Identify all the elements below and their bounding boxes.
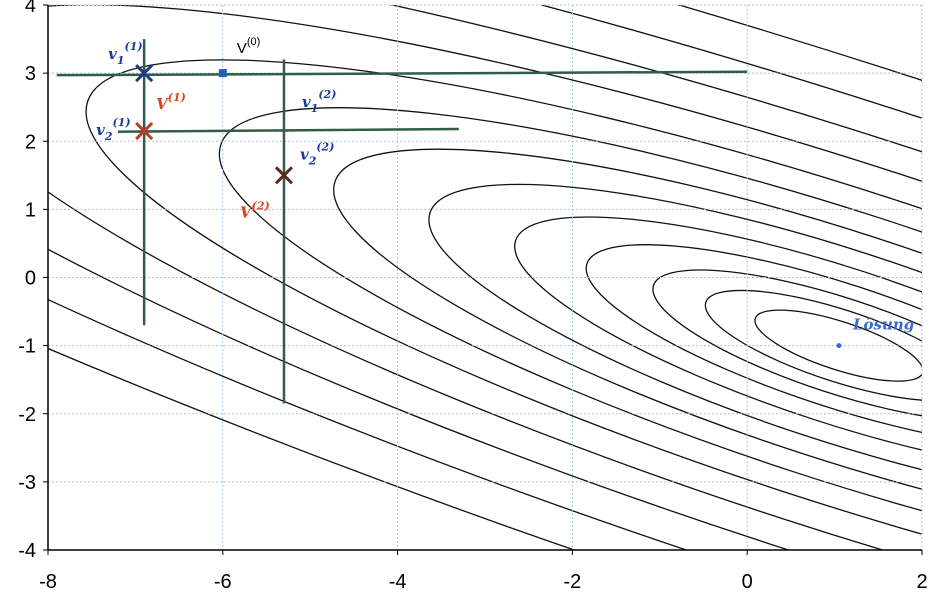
y-tick-label: 0 [25, 268, 36, 290]
point [135, 64, 154, 83]
label-text: v [302, 93, 311, 111]
contour [218, 107, 922, 550]
label-sup: (1) [113, 116, 131, 129]
point-label: v1(1) [108, 40, 142, 67]
label-text: v [108, 45, 117, 63]
label-sub: 2 [308, 154, 317, 167]
point [836, 343, 842, 349]
contour [652, 269, 922, 422]
point-label: Lösung [852, 316, 914, 334]
point-label: v2(2) [300, 140, 334, 167]
y-tick-label: -4 [18, 540, 36, 562]
contour [754, 309, 922, 382]
point [218, 69, 227, 78]
y-tick-label: 1 [25, 199, 36, 221]
label-text: v [300, 145, 309, 163]
label-sup: (0) [247, 36, 260, 48]
y-tick-label: -3 [18, 472, 36, 494]
contour [428, 183, 922, 508]
y-tick-label: 2 [25, 131, 36, 153]
point-label: V(1) [156, 91, 186, 113]
y-tick-label: 3 [25, 63, 36, 85]
x-tick-label: -4 [389, 571, 407, 593]
x-tick-label: 2 [916, 571, 927, 593]
search-line [56, 70, 748, 77]
point [274, 122, 293, 141]
point [135, 121, 154, 141]
label-sup: (2) [316, 140, 334, 153]
label-sub: 1 [311, 102, 319, 115]
contour [704, 289, 922, 402]
label-text: V [237, 40, 247, 57]
x-tick-label: -2 [564, 571, 582, 593]
point [274, 166, 294, 185]
point-label: V(0) [237, 36, 260, 57]
label-text: V [240, 203, 253, 221]
x-tick-label: 0 [742, 571, 753, 593]
contour [333, 148, 922, 543]
search-line [117, 127, 459, 133]
label-text: V [156, 95, 169, 113]
contour [85, 59, 922, 550]
y-tick-label: -2 [18, 404, 36, 426]
label-sup: (1) [125, 40, 143, 53]
y-tick-label: -1 [18, 336, 36, 358]
label-text: Lösung [852, 316, 914, 334]
point-label: V(2) [240, 199, 270, 221]
y-tick-label: 4 [25, 0, 36, 17]
label-text: v [96, 121, 105, 139]
label-sup: (1) [168, 91, 186, 104]
label-sup: (2) [318, 88, 336, 101]
contour [585, 244, 922, 448]
contour [514, 216, 922, 475]
point-label: v2(1) [96, 116, 130, 143]
point-label: v1(2) [302, 88, 336, 115]
label-sub: 1 [117, 54, 125, 67]
x-tick-label: -8 [39, 571, 57, 593]
label-sub: 2 [104, 130, 113, 143]
x-tick-label: -6 [214, 571, 232, 593]
label-sup: (2) [252, 199, 270, 212]
